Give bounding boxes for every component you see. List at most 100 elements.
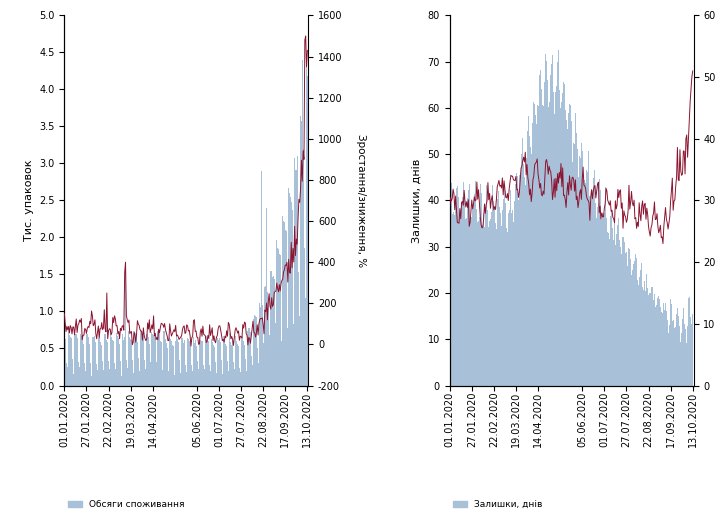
Bar (189, 342, 190, 386)
Bar (115, 369, 116, 386)
Bar (154, 335, 155, 386)
Bar (182, 338, 183, 386)
Bar (164, 331, 165, 386)
Bar (506, 228, 507, 386)
Bar (235, 337, 237, 386)
Bar (118, 338, 119, 386)
Y-axis label: Тис. упаковок: Тис. упаковок (24, 160, 34, 241)
Bar (485, 186, 487, 386)
Bar (270, 271, 271, 386)
Bar (588, 182, 589, 386)
Bar (453, 212, 454, 386)
Bar (283, 221, 284, 386)
Bar (291, 201, 292, 386)
Bar (614, 223, 615, 386)
Bar (178, 342, 179, 386)
Bar (112, 340, 113, 386)
Bar (292, 285, 293, 386)
Bar (253, 319, 255, 386)
Bar (277, 248, 278, 386)
Bar (79, 368, 80, 386)
Bar (179, 360, 180, 386)
Bar (692, 315, 693, 386)
Bar (627, 266, 628, 386)
Bar (202, 341, 203, 386)
Bar (85, 371, 86, 386)
Bar (583, 174, 584, 386)
Bar (650, 293, 651, 386)
Bar (585, 183, 586, 386)
Bar (666, 311, 667, 386)
Legend: Залишки, днів, Залишки, тис. упаковок: Залишки, днів, Залишки, тис. упаковок (450, 497, 592, 514)
Bar (121, 376, 122, 386)
Bar (257, 363, 259, 386)
Bar (242, 336, 243, 386)
Bar (206, 336, 207, 386)
Bar (597, 207, 598, 386)
Bar (455, 202, 456, 386)
Bar (83, 333, 84, 386)
Bar (238, 346, 239, 386)
Bar (648, 295, 649, 386)
Bar (274, 280, 275, 386)
Bar (582, 151, 583, 386)
Bar (140, 332, 142, 386)
Bar (94, 343, 95, 386)
Bar (135, 333, 136, 386)
Bar (66, 363, 67, 386)
Bar (297, 183, 298, 386)
Bar (223, 337, 224, 386)
Bar (113, 340, 114, 386)
Bar (524, 177, 525, 386)
Bar (677, 308, 678, 386)
Bar (678, 316, 679, 386)
Bar (528, 116, 529, 386)
Bar (536, 123, 537, 386)
Bar (686, 343, 687, 386)
Bar (661, 313, 663, 386)
Bar (544, 82, 546, 386)
Bar (173, 346, 174, 386)
Bar (646, 274, 647, 386)
Bar (656, 310, 657, 386)
Bar (495, 223, 496, 386)
Bar (250, 333, 251, 386)
Bar (162, 370, 163, 386)
Bar (464, 193, 465, 386)
Bar (600, 190, 601, 386)
Bar (515, 184, 516, 386)
Legend: Обсяги споживання, Зростання/зниження, %: Обсяги споживання, Зростання/зниження, % (64, 497, 208, 514)
Bar (497, 199, 498, 386)
Bar (249, 328, 250, 386)
Bar (181, 337, 182, 386)
Bar (196, 347, 197, 386)
Bar (562, 93, 563, 385)
Bar (516, 173, 517, 386)
Bar (643, 290, 644, 386)
Bar (193, 337, 194, 386)
Bar (305, 298, 306, 386)
Bar (660, 307, 661, 386)
Bar (649, 293, 650, 386)
Bar (175, 341, 176, 386)
Bar (491, 212, 492, 386)
Bar (669, 325, 670, 386)
Bar (201, 341, 202, 386)
Bar (561, 102, 562, 386)
Bar (456, 188, 457, 386)
Bar (521, 154, 523, 386)
Bar (278, 249, 279, 386)
Bar (613, 240, 614, 386)
Bar (475, 213, 476, 386)
Bar (101, 342, 102, 386)
Bar (620, 247, 621, 386)
Bar (647, 288, 648, 386)
Bar (262, 305, 263, 386)
Bar (265, 286, 266, 386)
Bar (610, 216, 611, 386)
Bar (214, 347, 215, 386)
Bar (615, 245, 616, 386)
Bar (628, 230, 629, 386)
Bar (474, 194, 475, 386)
Bar (550, 105, 551, 386)
